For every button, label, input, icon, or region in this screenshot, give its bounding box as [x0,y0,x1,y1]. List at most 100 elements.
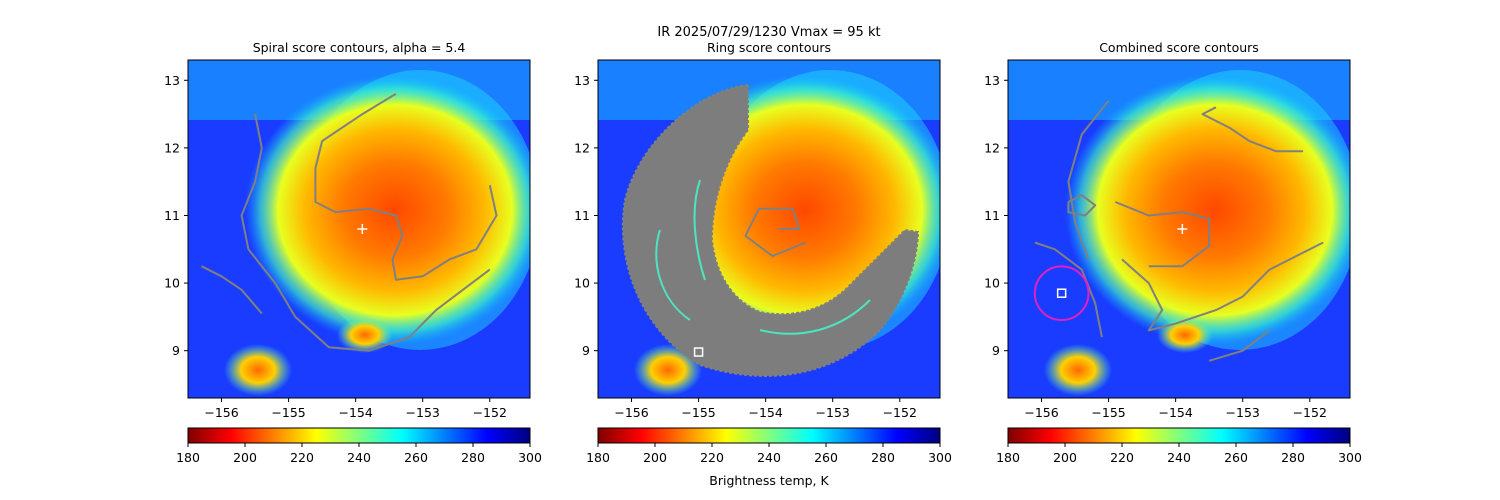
x-tick-label: −154 [338,405,372,420]
x-tick-label: −155 [271,405,305,420]
x-tick-label: −154 [748,405,782,420]
y-axis: 9 10 11 12 13 [984,73,1008,358]
candidate-center-marker [1056,288,1067,298]
x-tick-label: −156 [614,405,648,420]
search-ring-layer [1033,265,1090,322]
figure-suptitle: IR 2025/07/29/1230 Vmax = 95 kt [657,25,880,40]
x-tick-label: −156 [1024,405,1058,420]
colorbar: 180 200 220 240 260 280 300 [176,427,542,465]
y-tick-label: 12 [574,140,590,155]
convective-blob [337,317,393,353]
score-contour [240,113,491,352]
contour-layer [744,207,807,257]
candidate-center-layer [1056,288,1067,298]
colorbar-tick-label: 240 [1167,450,1191,465]
panel-title: Spiral score contours, alpha = 5.4 [253,40,466,55]
x-tick-label: −152 [473,405,507,420]
x-tick-label: −153 [816,405,850,420]
x-axis: −156 −155 −154 −153 −152 [614,398,917,420]
colorbar-tick-label: 300 [928,450,952,465]
colorbar-tick-label: 220 [1110,450,1134,465]
y-tick-label: 13 [984,73,1000,88]
storm-center-layer [1177,224,1188,234]
ring-score-contour-holes [655,179,871,335]
y-tick-label: 13 [574,73,590,88]
y-tick-label: 10 [984,276,1000,291]
candidate-center-layer [693,347,704,357]
convective-blob [1157,317,1213,353]
y-axis: 9 10 11 12 13 [164,73,188,358]
storm-center-marker [1177,224,1188,234]
y-tick-label: 10 [164,276,180,291]
convective-blob [634,344,702,396]
storm-cloud-shield [1065,75,1350,345]
y-tick-label: 9 [582,343,590,358]
score-contour [744,207,807,257]
contour-layer [200,92,498,352]
x-tick-label: −155 [1091,405,1125,420]
x-axis: −156 −155 −154 −153 −152 [1024,398,1327,420]
x-tick-label: −152 [1293,405,1327,420]
colorbar-gradient [187,427,531,444]
contour-layer [1034,99,1324,362]
y-tick-label: 11 [164,208,180,223]
colorbar-gradient [1007,427,1351,444]
score-contour [1067,99,1110,260]
colorbar-tick-label: 300 [518,450,542,465]
colorbar: 180 200 220 240 260 280 300 [586,427,952,465]
score-contour [1121,241,1324,332]
storm-cloud-shield [245,75,530,345]
score-contour [1034,241,1103,338]
y-tick-label: 13 [164,73,180,88]
colorbar: 180 200 220 240 260 280 300 [996,427,1362,465]
convective-blob [224,344,292,396]
y-tick-label: 10 [574,276,590,291]
colorbar-tick-label: 200 [643,450,667,465]
x-tick-label: −156 [204,405,238,420]
colorbar-tick-label: 280 [1281,450,1305,465]
storm-center-layer [357,224,368,234]
score-contour [1114,201,1211,268]
axes-frame [187,59,531,399]
x-tick-label: −152 [883,405,917,420]
axes-frame [597,59,941,399]
ring-score-contour-field [621,83,920,377]
colorbar-tick-label: 280 [461,450,485,465]
score-contour [1067,194,1097,217]
score-contour [314,92,498,281]
panel-ring: Ring score contours −156 −155 −154 −153 −152… [574,40,952,488]
x-axis: −156 −155 −154 −153 −152 [204,398,507,420]
x-tick-label: −153 [406,405,440,420]
colorbar-tick-label: 180 [996,450,1020,465]
convective-blob [1044,344,1112,396]
score-contour [1201,106,1304,153]
x-tick-label: −154 [1158,405,1192,420]
x-tick-label: −153 [1226,405,1260,420]
colorbar-tick-label: 220 [290,450,314,465]
colorbar-tick-label: 260 [404,450,428,465]
colorbar-tick-label: 240 [757,450,781,465]
search-ring [1033,265,1090,322]
colorbar-tick-label: 200 [1053,450,1077,465]
y-tick-label: 12 [984,140,1000,155]
colorbar-tick-label: 200 [233,450,257,465]
y-tick-label: 11 [574,208,590,223]
y-tick-label: 11 [984,208,1000,223]
colorbar-tick-label: 180 [586,450,610,465]
panel-combined: Combined score contours −156 −155 −154 −153… [984,40,1362,465]
y-tick-label: 9 [172,343,180,358]
colorbar-tick-label: 220 [700,450,724,465]
colorbar-tick-label: 280 [871,450,895,465]
y-tick-label: 9 [992,343,1000,358]
panel-title: Combined score contours [1099,40,1259,55]
score-contour [1208,329,1271,362]
candidate-center-marker [693,347,704,357]
colorbar-tick-label: 260 [1224,450,1248,465]
y-tick-label: 12 [164,140,180,155]
panel-title: Ring score contours [707,40,831,55]
colorbar-gradient [597,427,941,444]
colorbar-label: Brightness temp, K [709,473,829,488]
panel-spiral: Spiral score contours, alpha = 5.4 −156−… [164,40,542,465]
storm-center-marker [357,224,368,234]
